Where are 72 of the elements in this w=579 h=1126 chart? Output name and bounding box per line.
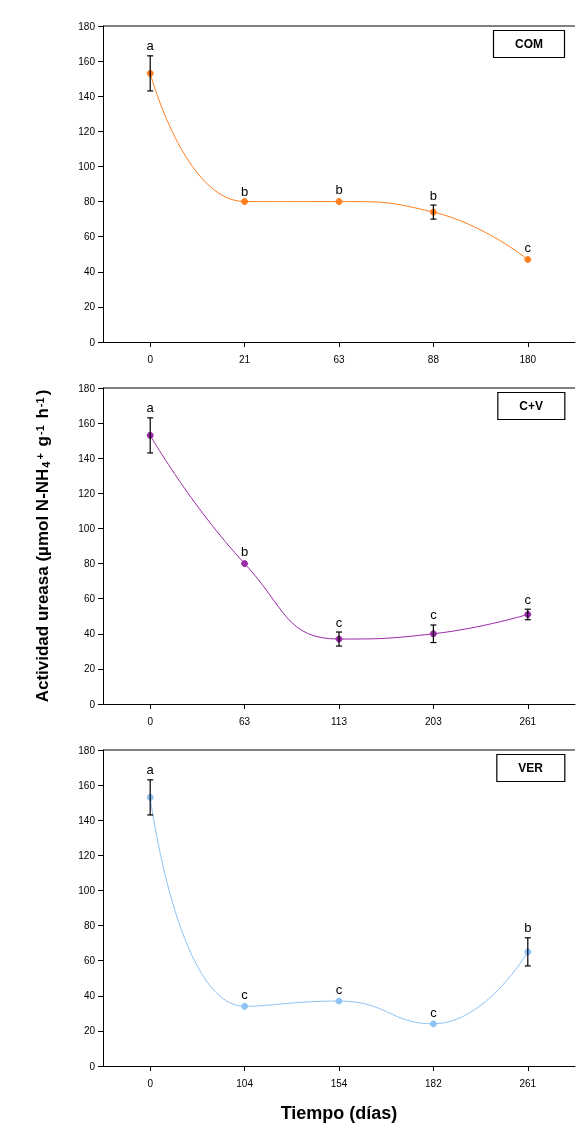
x-tick-label: 63 [333,353,345,365]
x-tick-label: 0 [147,1077,154,1089]
point [241,560,249,568]
x-tick-label: 0 [147,715,154,727]
y-tick-label: 80 [83,558,96,570]
y-tick-label: 160 [78,55,96,67]
x-tick-label: 182 [425,1077,443,1089]
y-tick-label: 160 [78,779,96,791]
y-tick-label: 100 [78,884,96,896]
annotation: c [335,981,343,997]
y-tick-label: 20 [83,1025,96,1037]
point [335,198,343,206]
y-tick-label: 60 [83,955,96,967]
annotation: b [240,184,249,200]
annotation: a [146,38,155,54]
y-tick-label: 0 [89,1060,96,1072]
annotation: c [430,1004,438,1020]
y-tick-label: 40 [83,628,96,640]
y-tick-label: 120 [78,487,96,499]
x-tick-label: 261 [519,1077,537,1089]
x-tick-label: 63 [239,715,251,727]
annotation: b [335,182,343,198]
y-tick-label: 0 [89,336,96,348]
x-tick-label: 180 [519,353,537,365]
point [524,255,532,263]
y-tick-label: 160 [78,417,96,429]
point [241,198,249,206]
annotation: c [524,591,532,607]
y-tick-label: 60 [83,231,96,243]
point [335,997,343,1005]
y-tick-label: 0 [89,698,96,710]
y-tick-label: 80 [83,920,96,932]
y-tick-label: 180 [78,744,96,756]
annotation: b [524,920,532,936]
annotation: b [240,544,249,560]
y-tick-label: 100 [78,160,96,172]
annotation: a [146,400,155,416]
x-tick-label: 104 [236,1077,254,1089]
y-tick-label: 180 [78,20,96,32]
y-tick-label: 40 [83,990,96,1002]
annotation: a [146,762,155,778]
x-tick-label: 203 [425,715,443,727]
y-tick-label: 140 [78,90,96,102]
text: VER [518,761,544,775]
x-tick-label: 88 [427,353,440,365]
x-tick-label: 261 [519,715,537,727]
y-tick-label: 140 [78,814,96,826]
y-tick-label: 120 [78,849,96,861]
x-tick-label: 154 [330,1077,348,1089]
y-tick-label: 80 [83,196,96,208]
x-axis-title: Tiempo (días) [280,1103,398,1123]
annotation: b [429,187,438,203]
x-tick-label: 0 [147,353,154,365]
point [241,1002,249,1010]
y-tick-label: 100 [78,522,96,534]
x-tick-label: 21 [239,353,251,365]
point [429,1020,437,1028]
x-tick-label: 113 [331,715,348,727]
annotation: c [335,614,343,630]
y-axis-title: Actividad ureasa (µmol N-NH4+ g-1 h-1) [33,389,52,703]
annotation: c [430,607,438,623]
text: COM [515,37,543,51]
y-tick-label: 20 [83,663,96,675]
y-tick-label: 40 [83,266,96,278]
y-tick-label: 20 [83,301,96,313]
annotation: c [524,240,532,256]
text: C+V [519,399,544,413]
y-tick-label: 140 [78,452,96,464]
annotation: c [241,987,249,1003]
y-tick-label: 120 [78,125,96,137]
y-tick-label: 60 [83,593,96,605]
y-tick-label: 180 [78,382,96,394]
